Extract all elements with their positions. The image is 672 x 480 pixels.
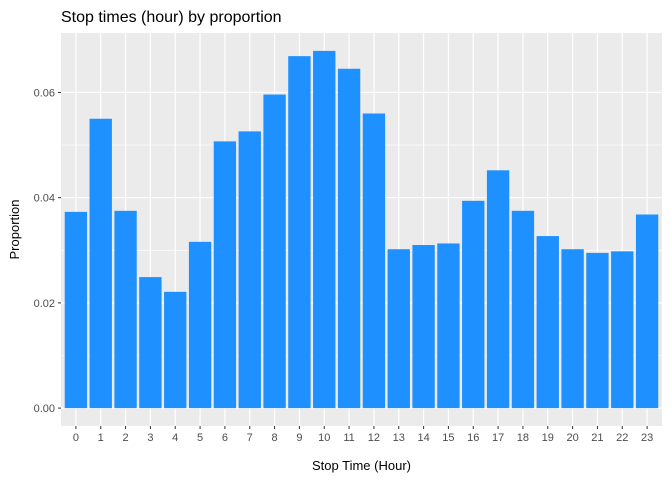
bar-3	[139, 277, 162, 409]
chart-title: Stop times (hour) by proportion	[61, 9, 282, 26]
x-tick-label: 12	[368, 432, 380, 444]
bar-1	[89, 118, 112, 409]
bar-13	[387, 249, 410, 409]
bar-19	[536, 236, 559, 409]
bar-2	[114, 210, 137, 409]
x-tick-label: 17	[492, 432, 504, 444]
x-tick-label: 0	[73, 432, 79, 444]
y-tick-label: 0.06	[34, 87, 55, 99]
x-tick-label: 13	[393, 432, 405, 444]
bar-17	[486, 170, 510, 409]
x-tick-label: 23	[641, 432, 653, 444]
x-tick-label: 10	[318, 432, 330, 444]
y-tick-label: 0.00	[34, 403, 55, 415]
x-tick-label: 5	[197, 432, 203, 444]
x-tick-label: 18	[517, 432, 529, 444]
bar-8	[263, 94, 286, 409]
y-axis-title: Proportion	[7, 200, 22, 260]
bar-9	[288, 56, 311, 409]
bar-18	[511, 210, 535, 409]
x-tick-label: 1	[98, 432, 104, 444]
x-tick-label: 6	[222, 432, 228, 444]
bar-22	[611, 251, 634, 409]
bar-23	[635, 214, 659, 409]
x-tick-label: 9	[296, 432, 302, 444]
bar-4	[164, 291, 187, 409]
x-axis-title: Stop Time (Hour)	[312, 458, 411, 473]
x-tick-label: 8	[272, 432, 278, 444]
y-tick-label: 0.04	[34, 193, 55, 205]
x-tick-label: 2	[123, 432, 129, 444]
bar-21	[586, 252, 609, 409]
y-tick-label: 0.02	[34, 298, 55, 310]
bar-0	[64, 211, 88, 409]
x-tick-label: 14	[417, 432, 429, 444]
bar-7	[238, 131, 261, 409]
x-tick-label: 4	[172, 432, 178, 444]
x-tick-label: 19	[542, 432, 554, 444]
x-tick-label: 11	[343, 432, 354, 444]
bar-15	[437, 243, 460, 409]
bar-16	[462, 200, 485, 409]
bar-12	[362, 113, 386, 409]
x-tick-label: 3	[147, 432, 153, 444]
y-axis: 0.00 0.02 0.04 0.06	[34, 87, 61, 415]
bar-20	[561, 249, 584, 409]
x-tick-label: 21	[591, 432, 603, 444]
bar-10	[313, 50, 336, 409]
x-tick-label: 16	[467, 432, 479, 444]
x-axis: 0 1 2 3 4 5 6 7 8 9 10 11 12 13 14 15 16 17 18 19 20 21 22 23	[73, 426, 653, 444]
bar-11	[337, 68, 361, 409]
bar-14	[412, 245, 435, 409]
x-tick-label: 15	[442, 432, 454, 444]
x-tick-label: 22	[616, 432, 628, 444]
bar-5	[188, 241, 212, 409]
bars	[64, 50, 659, 409]
x-tick-label: 7	[247, 432, 253, 444]
bar-6	[213, 141, 237, 409]
x-tick-label: 20	[566, 432, 578, 444]
